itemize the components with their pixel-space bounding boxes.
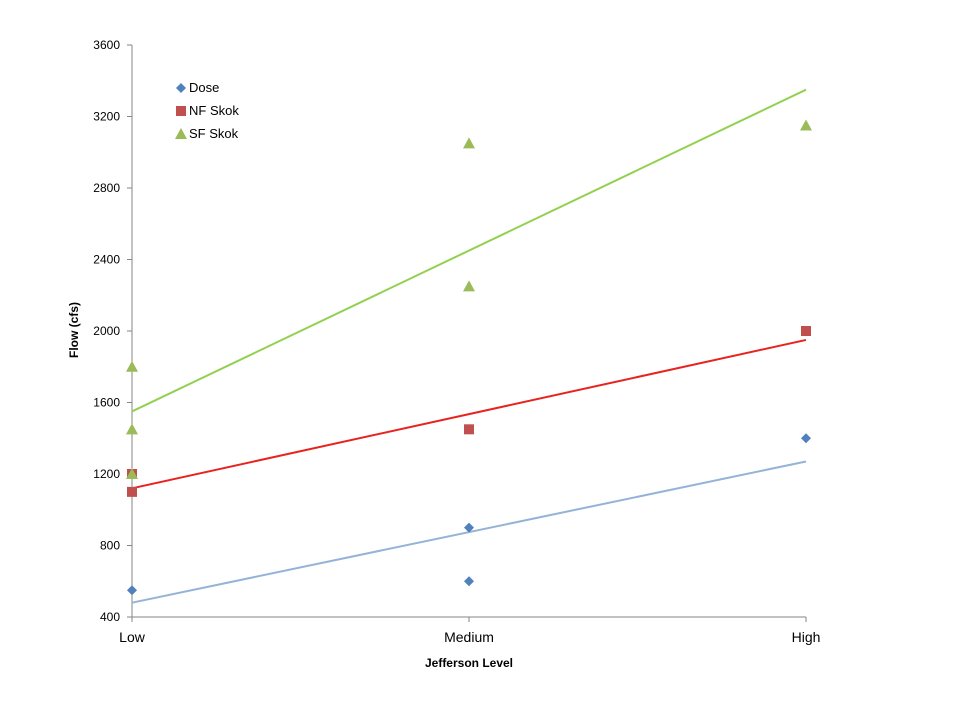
axes: 400 800 1200 1600 2000 2400 2800 3200 3600 Low Med… [93, 38, 820, 645]
data-point-dose [464, 522, 474, 533]
data-points [126, 119, 812, 596]
data-point-dose [801, 433, 811, 444]
legend-marker [175, 128, 187, 139]
legend-marker [176, 106, 186, 116]
trendline-sf-skok [131, 88, 807, 413]
x-tick-label: Low [119, 629, 146, 645]
y-tick-label: 3200 [93, 110, 120, 124]
data-point-nf-skok [464, 424, 474, 435]
y-tick-label: 800 [100, 539, 120, 553]
legend: Dose NF Skok SF Skok [175, 80, 239, 141]
data-point-dose [127, 585, 137, 596]
y-tick-label: 3600 [93, 38, 120, 52]
y-tick-label: 400 [100, 610, 120, 624]
data-point-nf-skok [127, 486, 137, 497]
x-axis-title: Jefferson Level [425, 656, 513, 670]
y-axis-title: Flow (cfs) [67, 302, 81, 358]
data-point-sf-skok [463, 137, 475, 149]
y-tick-label: 2400 [93, 253, 120, 267]
data-point-sf-skok [126, 468, 138, 479]
data-point-sf-skok [126, 360, 138, 372]
trendline-nf-skok [131, 338, 807, 490]
data-point-dose [464, 576, 474, 587]
data-point-nf-skok [801, 326, 811, 336]
y-tick-label: 2800 [93, 181, 120, 195]
y-tick-label: 1200 [93, 467, 120, 481]
data-point-sf-skok [126, 423, 138, 435]
y-tick-label: 2000 [93, 324, 120, 338]
x-tick-label: Medium [444, 629, 494, 645]
x-tick-label: High [792, 629, 821, 645]
legend-marker [176, 83, 186, 93]
data-point-sf-skok [463, 280, 475, 292]
legend-label: NF Skok [189, 103, 239, 118]
legend-label: SF Skok [189, 126, 239, 141]
data-point-sf-skok [800, 119, 812, 131]
legend-label: Dose [189, 80, 219, 95]
y-tick-label: 1600 [93, 396, 120, 410]
